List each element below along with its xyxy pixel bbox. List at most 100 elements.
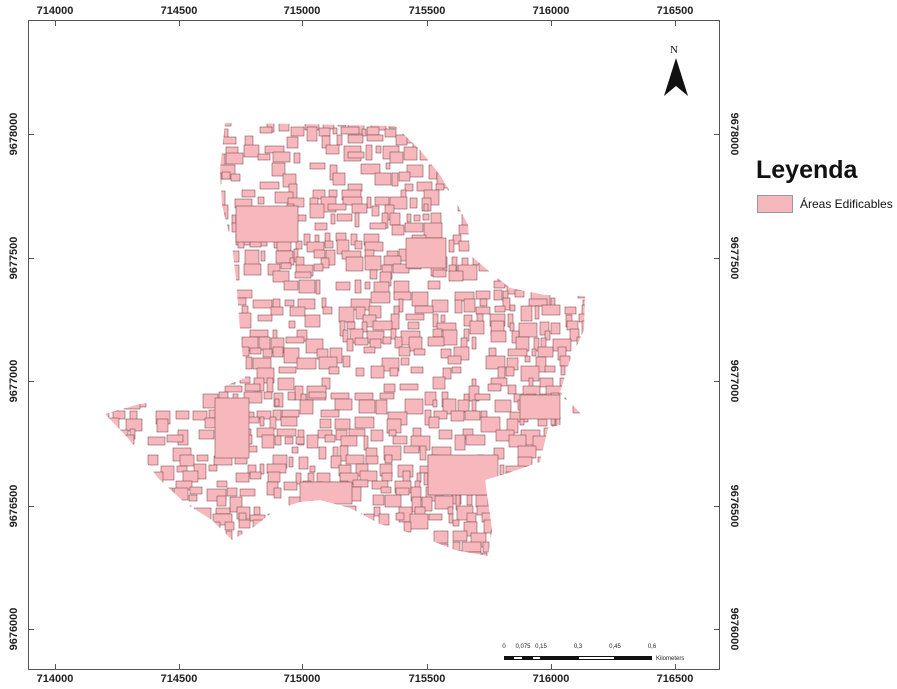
parcel (488, 347, 497, 357)
parcel (562, 198, 580, 207)
parcel (560, 365, 566, 376)
parcel (249, 347, 262, 355)
x-tick-label: 715000 (283, 5, 321, 17)
parcel (578, 123, 585, 125)
parcel (295, 436, 305, 445)
parcel (105, 385, 120, 393)
parcel (447, 183, 457, 191)
parcel (534, 305, 540, 320)
parcel (342, 513, 363, 523)
parcel (257, 314, 273, 322)
parcel (223, 128, 229, 139)
parcel (225, 152, 244, 165)
parcel (550, 505, 556, 521)
parcel (432, 269, 447, 278)
parcel (168, 256, 179, 264)
parcel (324, 434, 336, 443)
parcel (171, 505, 192, 516)
parcel (539, 321, 550, 336)
parcel (586, 436, 598, 445)
parcel (440, 348, 452, 359)
parcel (384, 204, 395, 221)
parcel (222, 136, 237, 145)
parcel (574, 249, 585, 261)
parcel (308, 391, 327, 399)
parcel (148, 153, 158, 170)
parcel (394, 336, 403, 349)
parcel (217, 551, 235, 556)
parcel (135, 271, 153, 281)
parcel (524, 355, 531, 363)
parcel (527, 205, 539, 215)
parcel (575, 378, 585, 395)
parcel (193, 163, 212, 175)
parcel (125, 512, 138, 528)
parcel (434, 552, 443, 556)
parcel (199, 314, 214, 325)
parcel (354, 279, 362, 294)
parcel (503, 123, 516, 125)
parcel (454, 434, 466, 451)
parcel (493, 183, 499, 191)
parcel (369, 269, 378, 280)
scale-label: 0,6 (647, 644, 657, 650)
parcel (549, 471, 562, 480)
parcel (252, 299, 273, 309)
parcel (347, 134, 364, 144)
parcel (573, 514, 585, 524)
parcel (318, 356, 338, 370)
parcel (505, 205, 526, 216)
parcel (112, 306, 129, 321)
parcel (588, 213, 595, 226)
parcel (494, 495, 510, 509)
legend-title: Leyenda (756, 156, 858, 184)
parcel (283, 280, 299, 291)
parcel (561, 472, 575, 488)
parcel (206, 191, 213, 203)
parcel (163, 270, 175, 283)
parcel (295, 240, 303, 250)
parcel (147, 454, 159, 466)
parcel (543, 470, 549, 482)
parcel (159, 542, 169, 556)
parcel (145, 383, 162, 399)
parcel (574, 257, 584, 268)
parcel (136, 550, 157, 556)
x-tick-mark (302, 664, 303, 670)
parcel (475, 290, 491, 300)
parcel (105, 367, 111, 384)
parcel (348, 532, 363, 541)
parcel (556, 558, 575, 573)
parcel (428, 513, 443, 521)
parcel (266, 463, 287, 474)
parcel (170, 172, 184, 183)
parcel (294, 271, 312, 279)
parcel (588, 315, 593, 328)
parcel (537, 418, 548, 427)
parcel (566, 320, 579, 331)
parcel (156, 418, 169, 433)
parcel (457, 197, 471, 212)
parcel (567, 123, 578, 135)
parcel (412, 134, 424, 149)
parcel (112, 471, 121, 479)
parcel (209, 181, 218, 191)
x-tick-label: 716000 (532, 5, 570, 17)
parcel (348, 428, 366, 437)
parcel (105, 196, 110, 211)
parcel (489, 144, 502, 157)
parcel (584, 223, 585, 233)
parcel (288, 456, 294, 468)
parcel (156, 127, 177, 141)
parcel (267, 471, 281, 483)
parcel (528, 531, 539, 543)
parcel (586, 399, 594, 407)
parcel (454, 299, 463, 314)
parcel (338, 306, 355, 323)
y-tick-mark (714, 506, 720, 507)
parcel (176, 465, 188, 473)
parcel (325, 249, 336, 266)
parcel (215, 507, 231, 515)
parcel (110, 189, 125, 199)
